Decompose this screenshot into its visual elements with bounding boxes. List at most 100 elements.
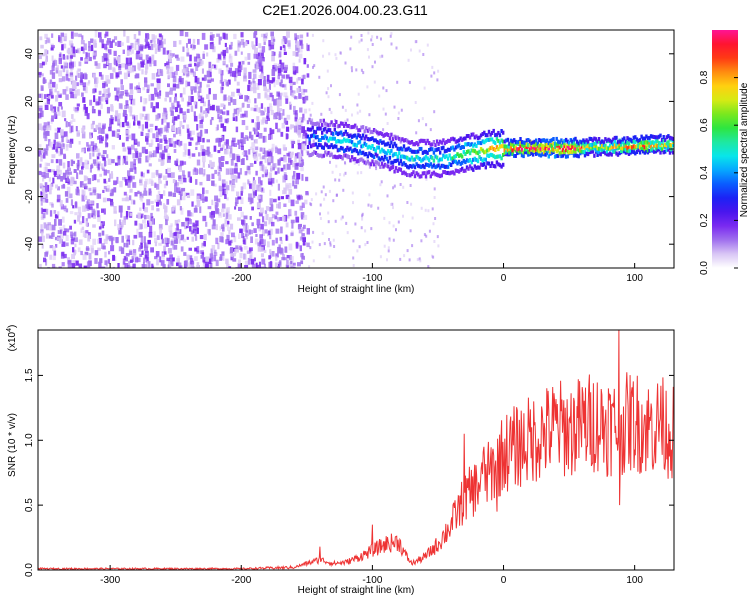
heatmap-noise-cell bbox=[143, 190, 148, 196]
heatmap-noise-cell bbox=[289, 103, 292, 110]
heatmap-noise-cell bbox=[61, 184, 66, 189]
heatmap-noise-cell bbox=[311, 118, 314, 122]
colorbar-tick-label: 0.8 bbox=[699, 70, 710, 84]
heatmap-noise-cell bbox=[415, 40, 418, 44]
heatmap-noise-cell bbox=[247, 61, 251, 65]
heatmap-noise-cell bbox=[243, 150, 248, 157]
heatmap-signal-cell bbox=[638, 138, 642, 143]
heatmap-noise-cell bbox=[194, 76, 198, 83]
heatmap-noise-cell bbox=[244, 95, 248, 102]
heatmap-signal-cell bbox=[484, 133, 487, 138]
heatmap-signal-cell bbox=[593, 136, 596, 141]
heatmap-signal-cell bbox=[484, 149, 487, 154]
heatmap-noise-cell bbox=[297, 139, 300, 145]
heatmap-noise-cell bbox=[299, 236, 303, 241]
heatmap-signal-cell bbox=[645, 134, 648, 139]
heatmap-noise-cell bbox=[144, 38, 148, 42]
heatmap-noise-cell bbox=[153, 40, 156, 48]
heatmap-noise-cell bbox=[100, 163, 104, 170]
heatmap-noise-cell bbox=[100, 223, 103, 229]
heatmap-signal-cell bbox=[481, 158, 484, 163]
heatmap-noise-cell bbox=[121, 197, 126, 202]
heatmap-signal-cell bbox=[671, 137, 674, 141]
heatmap-noise-cell bbox=[306, 228, 310, 235]
heatmap-noise-cell bbox=[106, 93, 110, 98]
heatmap-noise-cell bbox=[138, 31, 141, 36]
heatmap-noise-cell bbox=[82, 230, 86, 238]
heatmap-noise-cell bbox=[221, 161, 224, 167]
heatmap-noise-cell bbox=[110, 105, 114, 112]
heatmap-signal-cell bbox=[517, 147, 521, 152]
heatmap-noise-cell bbox=[343, 173, 346, 177]
heatmap-noise-cell bbox=[120, 210, 123, 218]
heatmap-signal-cell bbox=[524, 150, 527, 155]
heatmap-noise-cell bbox=[392, 224, 395, 228]
heatmap-noise-cell bbox=[97, 193, 102, 199]
heatmap-signal-cell bbox=[528, 139, 532, 144]
heatmap-noise-cell bbox=[420, 206, 423, 210]
heatmap-noise-cell bbox=[134, 40, 139, 45]
heatmap-signal-cell bbox=[383, 132, 387, 137]
heatmap-noise-cell bbox=[203, 74, 207, 82]
heatmap-signal-cell bbox=[368, 144, 371, 149]
heatmap-signal-cell bbox=[368, 127, 371, 132]
heatmap-noise-cell bbox=[312, 259, 315, 263]
heatmap-signal-cell bbox=[358, 157, 362, 162]
heatmap-noise-cell bbox=[42, 213, 46, 219]
heatmap-noise-cell bbox=[119, 180, 123, 188]
heatmap-signal-cell bbox=[415, 149, 418, 154]
heatmap-noise-cell bbox=[263, 76, 266, 82]
heatmap-noise-cell bbox=[380, 37, 382, 41]
heatmap-noise-cell bbox=[266, 151, 270, 157]
heatmap-noise-cell bbox=[165, 114, 168, 120]
heatmap-signal-cell bbox=[459, 161, 462, 166]
heatmap-noise-cell bbox=[117, 263, 120, 268]
heatmap-signal-cell bbox=[552, 147, 555, 152]
heatmap-signal-cell bbox=[369, 152, 373, 157]
heatmap-noise-cell bbox=[221, 224, 225, 229]
heatmap-noise-cell bbox=[278, 202, 281, 209]
heatmap-noise-cell bbox=[206, 52, 209, 57]
heatmap-signal-cell bbox=[401, 137, 404, 142]
heatmap-noise-cell bbox=[205, 261, 210, 268]
heatmap-noise-cell bbox=[345, 221, 348, 225]
heatmap-noise-cell bbox=[202, 257, 206, 263]
heatmap-noise-cell bbox=[366, 48, 369, 52]
heatmap-noise-cell bbox=[159, 152, 163, 158]
heatmap-noise-cell bbox=[123, 191, 127, 196]
heatmap-signal-cell bbox=[626, 148, 629, 153]
heatmap-signal-cell bbox=[569, 149, 572, 154]
heatmap-noise-cell bbox=[280, 83, 285, 88]
heatmap-signal-cell bbox=[439, 157, 442, 162]
heatmap-signal-cell bbox=[361, 125, 365, 130]
heatmap-signal-cell bbox=[423, 138, 426, 143]
heatmap-noise-cell bbox=[60, 204, 64, 210]
y-tick-label: 1.0 bbox=[24, 433, 35, 447]
heatmap-signal-cell bbox=[473, 164, 476, 169]
heatmap-signal-cell bbox=[579, 139, 582, 144]
heatmap-noise-cell bbox=[221, 179, 226, 186]
heatmap-noise-cell bbox=[190, 264, 195, 268]
heatmap-signal-cell bbox=[511, 142, 514, 147]
heatmap-signal-cell bbox=[332, 122, 335, 127]
heatmap-noise-cell bbox=[227, 220, 230, 225]
heatmap-noise-cell bbox=[269, 207, 272, 212]
heatmap-signal-cell bbox=[369, 162, 373, 167]
heatmap-noise-cell bbox=[226, 118, 230, 123]
heatmap-noise-cell bbox=[183, 252, 187, 256]
heatmap-signal-cell bbox=[607, 146, 610, 151]
heatmap-noise-cell bbox=[122, 177, 125, 181]
heatmap-noise-cell bbox=[154, 43, 159, 49]
heatmap-signal-cell bbox=[363, 136, 366, 141]
heatmap-noise-cell bbox=[134, 138, 138, 144]
heatmap-signal-cell bbox=[357, 158, 360, 163]
heatmap-noise-cell bbox=[133, 163, 136, 170]
heatmap-noise-cell bbox=[47, 125, 52, 131]
heatmap-signal-cell bbox=[659, 146, 662, 150]
heatmap-signal-cell bbox=[574, 149, 577, 154]
heatmap-noise-cell bbox=[38, 236, 42, 242]
heatmap-noise-cell bbox=[98, 110, 102, 115]
heatmap-signal-cell bbox=[311, 133, 314, 138]
heatmap-noise-cell bbox=[240, 191, 243, 196]
heatmap-noise-cell bbox=[230, 223, 234, 230]
